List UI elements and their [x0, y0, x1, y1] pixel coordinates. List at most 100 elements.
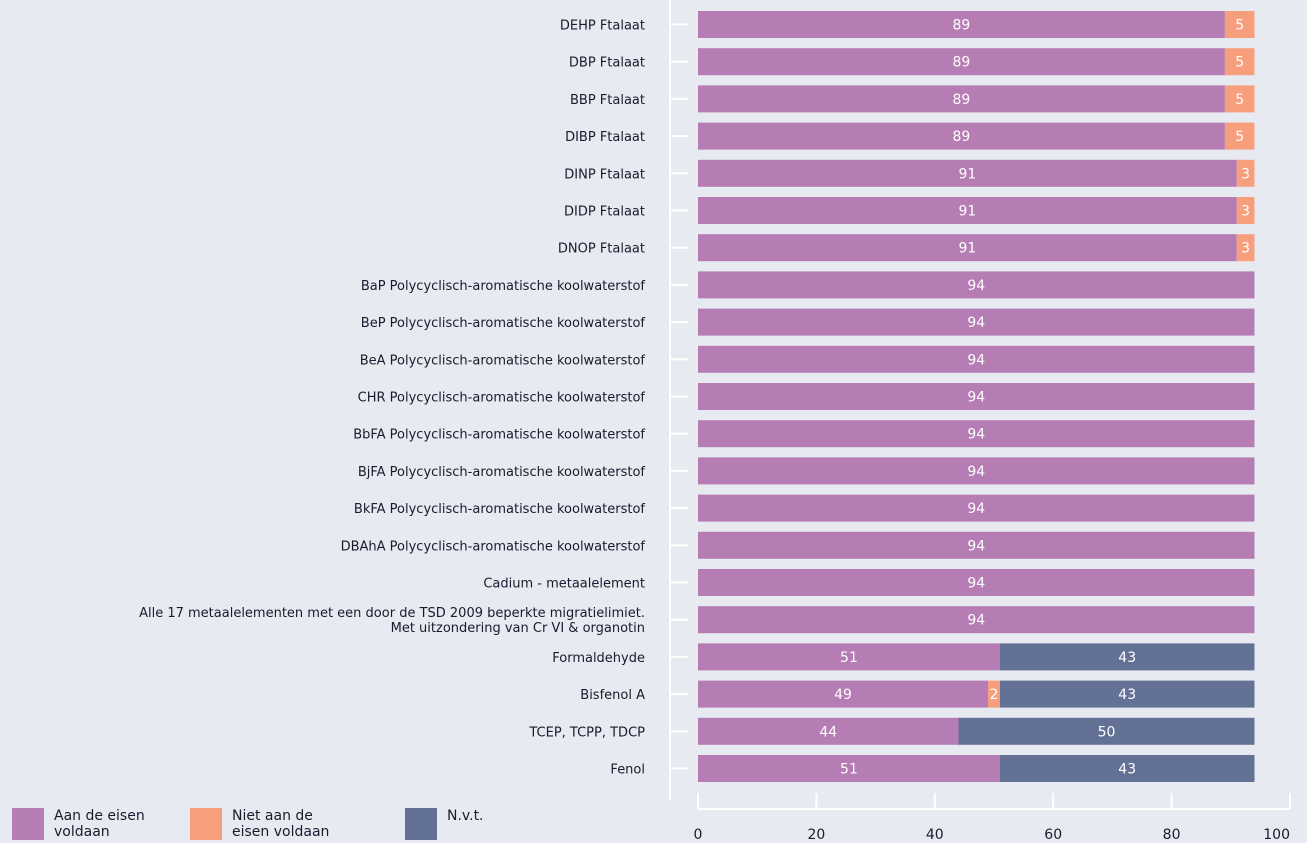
bar-segment: [698, 271, 1255, 299]
data-label: 5: [1235, 129, 1244, 145]
category-label: Fenol: [610, 763, 645, 778]
data-label: 89: [953, 55, 971, 71]
legend-label: Niet aan de eisen voldaan: [232, 808, 330, 840]
category-label: TCEP, TCPP, TDCP: [528, 725, 645, 740]
bar-segment: [999, 680, 1255, 708]
x-tick-label: 60: [1044, 827, 1062, 843]
data-label: 89: [953, 92, 971, 108]
bar-segment: [698, 680, 989, 708]
data-label: 94: [967, 538, 985, 554]
data-label: 2: [990, 687, 999, 703]
bar-segment: [698, 494, 1255, 522]
category-label: Formaldehyde: [552, 651, 645, 666]
bar-segment: [698, 606, 1255, 634]
data-label: 51: [840, 650, 858, 666]
category-label: CHR Polycyclisch-aromatische koolwaterst…: [358, 391, 646, 406]
bar-segment: [958, 717, 1255, 745]
bar-segment: [1236, 234, 1255, 262]
category-label: DEHP Ftalaat: [560, 19, 645, 34]
data-label: 94: [967, 315, 985, 331]
bar-segment: [698, 308, 1255, 336]
bar-segment: [698, 234, 1237, 262]
x-tick-label: 40: [926, 827, 944, 843]
bar-segment: [698, 11, 1225, 38]
data-label: 43: [1118, 650, 1136, 666]
data-label: 94: [967, 278, 985, 294]
category-label: BjFA Polycyclisch-aromatische koolwaters…: [358, 465, 646, 480]
bar-segment: [698, 643, 1000, 671]
bar-segment: [1224, 85, 1255, 113]
bar-segment: [988, 680, 1000, 708]
bar-segment: [698, 197, 1237, 224]
category-label: BbFA Polycyclisch-aromatische koolwaters…: [353, 428, 645, 443]
bar-segment: [698, 122, 1225, 150]
category-label: DIBP Ftalaat: [565, 130, 645, 145]
bar-segment: [1236, 159, 1255, 187]
bar-segment: [698, 755, 1000, 782]
data-label: 94: [967, 464, 985, 480]
category-label: DBP Ftalaat: [569, 56, 645, 71]
bar-segment: [698, 531, 1255, 559]
data-label: 51: [840, 762, 858, 778]
category-label: Met uitzondering van Cr VI & organotin: [391, 621, 645, 636]
x-tick-label: 100: [1263, 827, 1290, 843]
data-label: 43: [1118, 687, 1136, 703]
legend-swatch: [405, 808, 437, 840]
bar-segment: [698, 345, 1255, 373]
data-label: 94: [967, 427, 985, 443]
category-label: BBP Ftalaat: [570, 93, 645, 108]
data-label: 94: [967, 613, 985, 629]
category-label: DNOP Ftalaat: [558, 242, 645, 257]
bar-segment: [1224, 11, 1255, 38]
data-label: 3: [1241, 204, 1250, 220]
data-label: 91: [958, 241, 976, 257]
bar-segment: [999, 643, 1255, 671]
data-label: 94: [967, 390, 985, 406]
data-label: 5: [1235, 18, 1244, 34]
bar-segment: [698, 717, 959, 745]
category-label: BkFA Polycyclisch-aromatische koolwaters…: [354, 502, 646, 517]
bar-segment: [999, 755, 1255, 782]
category-label: Bisfenol A: [580, 688, 645, 703]
bar-segment: [698, 420, 1255, 448]
data-label: 44: [819, 724, 837, 740]
x-tick-label: 20: [807, 827, 825, 843]
bar-segment: [698, 383, 1255, 410]
category-label: BaP Polycyclisch-aromatische koolwaterst…: [361, 279, 646, 294]
category-label: Alle 17 metaalelementen met een door de …: [139, 606, 645, 621]
bar-segment: [698, 48, 1225, 76]
legend-swatch: [12, 808, 44, 840]
legend: Aan de eisen voldaan Niet aan de eisen v…: [12, 808, 572, 843]
data-label: 3: [1241, 241, 1250, 257]
data-label: 43: [1118, 762, 1136, 778]
category-label: DIDP Ftalaat: [564, 205, 645, 220]
bar-segment: [1236, 197, 1255, 224]
category-label: Cadium - metaalelement: [483, 577, 645, 592]
category-label: DINP Ftalaat: [564, 167, 645, 182]
bar-segment: [698, 85, 1225, 113]
x-tick-label: 80: [1163, 827, 1181, 843]
legend-label: N.v.t.: [447, 808, 484, 824]
data-label: 5: [1235, 92, 1244, 108]
data-label: 91: [958, 204, 976, 220]
data-label: 50: [1098, 724, 1116, 740]
bar-segment: [1224, 122, 1255, 150]
bar-segment: [698, 569, 1255, 596]
data-label: 49: [834, 687, 852, 703]
category-label: BeA Polycyclisch-aromatische koolwaterst…: [360, 353, 646, 368]
data-label: 89: [953, 18, 971, 34]
data-label: 91: [958, 166, 976, 182]
data-label: 89: [953, 129, 971, 145]
data-label: 94: [967, 501, 985, 517]
bar-segment: [1224, 48, 1255, 76]
data-label: 94: [967, 576, 985, 592]
bar-segment: [698, 159, 1237, 187]
legend-swatch: [190, 808, 222, 840]
data-label: 5: [1235, 55, 1244, 71]
category-label: DBAhA Polycyclisch-aromatische koolwater…: [341, 539, 646, 554]
category-label: BeP Polycyclisch-aromatische koolwaterst…: [361, 316, 646, 331]
data-label: 94: [967, 352, 985, 368]
data-label: 3: [1241, 166, 1250, 182]
